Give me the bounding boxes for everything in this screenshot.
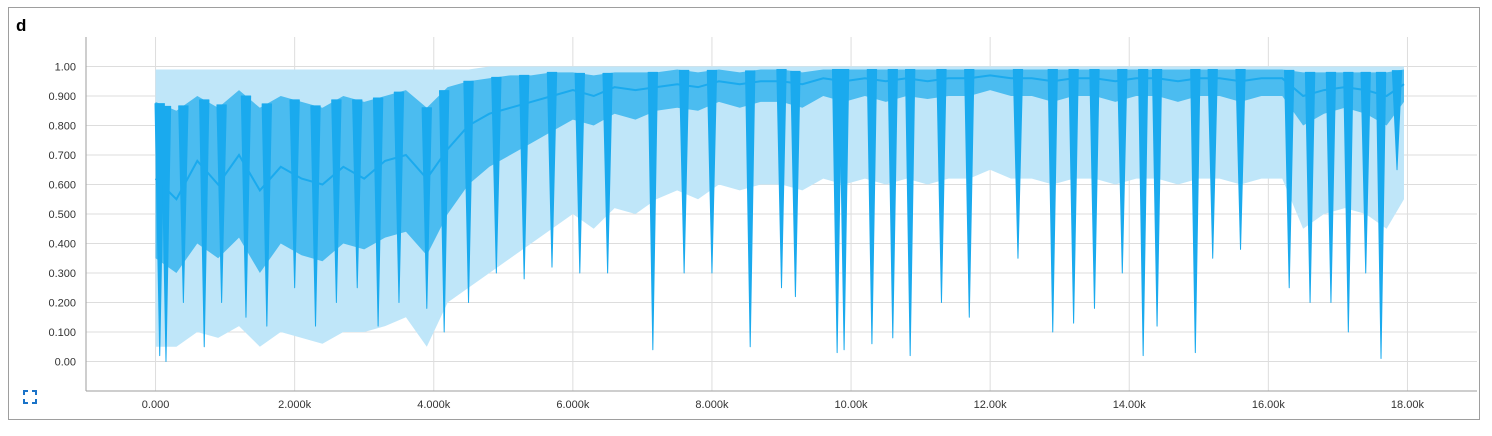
dip-mark <box>518 74 530 280</box>
dip-mark <box>678 69 690 274</box>
y-tick-label: 0.400 <box>48 239 76 251</box>
y-tick-label: 1.00 <box>55 62 76 74</box>
y-tick-label: 0.500 <box>48 209 76 221</box>
dip-mark <box>964 68 975 318</box>
dip-mark <box>1360 71 1371 274</box>
x-tick-label: 0.000 <box>142 399 170 411</box>
dip-mark <box>310 105 321 327</box>
dip-mark <box>1047 68 1058 333</box>
dip-mark <box>438 90 450 333</box>
dip-mark <box>831 68 843 354</box>
dip-mark <box>1089 68 1100 309</box>
x-tick-label: 2.000k <box>278 399 312 411</box>
dip-mark <box>776 68 787 289</box>
dip-mark <box>331 99 342 303</box>
dip-mark <box>1325 71 1337 303</box>
dip-mark <box>1068 68 1079 324</box>
dip-mark <box>1012 68 1024 259</box>
dip-mark <box>904 68 916 357</box>
dip-mark <box>216 104 227 303</box>
dip-mark <box>1235 68 1246 250</box>
dip-mark <box>706 69 718 274</box>
y-tick-label: 0.800 <box>48 121 76 133</box>
plot-area: 0.00 0.100 0.200 0.300 0.400 0.500 0.600 0.700 0… <box>48 37 1477 411</box>
dip-mark <box>1375 71 1387 360</box>
dip-mark <box>745 70 756 348</box>
y-tick-label: 0.00 <box>55 357 76 369</box>
dip-mark <box>289 99 300 289</box>
x-tick-label: 14.00k <box>1113 399 1147 411</box>
dip-mark <box>1151 68 1163 327</box>
dip-mark <box>574 72 585 274</box>
dip-mark <box>160 105 172 362</box>
dip-mark <box>936 68 947 303</box>
dip-mark <box>240 95 252 318</box>
y-tick-label: 0.600 <box>48 180 76 192</box>
x-tick-label: 4.000k <box>417 399 451 411</box>
dip-mark <box>1137 68 1149 357</box>
dip-mark <box>1207 68 1218 259</box>
dip-mark <box>790 70 801 298</box>
dip-mark <box>352 99 363 289</box>
x-tick-label: 16.00k <box>1252 399 1286 411</box>
dip-mark <box>178 105 189 303</box>
dip-mark <box>1190 68 1201 354</box>
dip-mark <box>602 72 613 274</box>
dip-mark <box>1391 70 1403 171</box>
y-tick-label: 0.100 <box>48 327 76 339</box>
dip-mark <box>393 91 405 303</box>
y-tick-label: 0.900 <box>48 91 76 103</box>
chart-card: d 0.00 0.100 0.200 0.300 0.400 0.500 0.600 0.70… <box>8 7 1480 420</box>
dip-mark <box>421 107 432 309</box>
dip-mark <box>1304 71 1316 303</box>
y-tick-label: 0.300 <box>48 268 76 280</box>
x-tick-label: 6.000k <box>556 399 590 411</box>
dip-mark <box>261 103 273 327</box>
x-tick-label: 8.000k <box>695 399 729 411</box>
x-tick-label: 12.00k <box>974 399 1008 411</box>
dip-mark <box>838 68 850 351</box>
x-tick-label: 10.00k <box>835 399 869 411</box>
dip-mark <box>647 71 659 351</box>
dip-mark <box>1117 68 1128 274</box>
chart-title: d <box>16 16 27 35</box>
dip-mark <box>372 97 384 327</box>
y-tick-label: 0.700 <box>48 150 76 162</box>
dip-mark <box>1343 71 1354 333</box>
y-tick-label: 0.200 <box>48 298 76 310</box>
dip-mark <box>866 68 878 345</box>
dip-mark <box>199 99 210 348</box>
dip-mark <box>491 76 502 274</box>
x-tick-label: 18.00k <box>1391 399 1425 411</box>
dip-mark <box>463 80 474 303</box>
dip-mark <box>887 68 898 339</box>
dip-mark <box>1284 69 1295 289</box>
dip-mark <box>546 71 558 268</box>
fit-to-data-icon[interactable] <box>23 390 37 404</box>
